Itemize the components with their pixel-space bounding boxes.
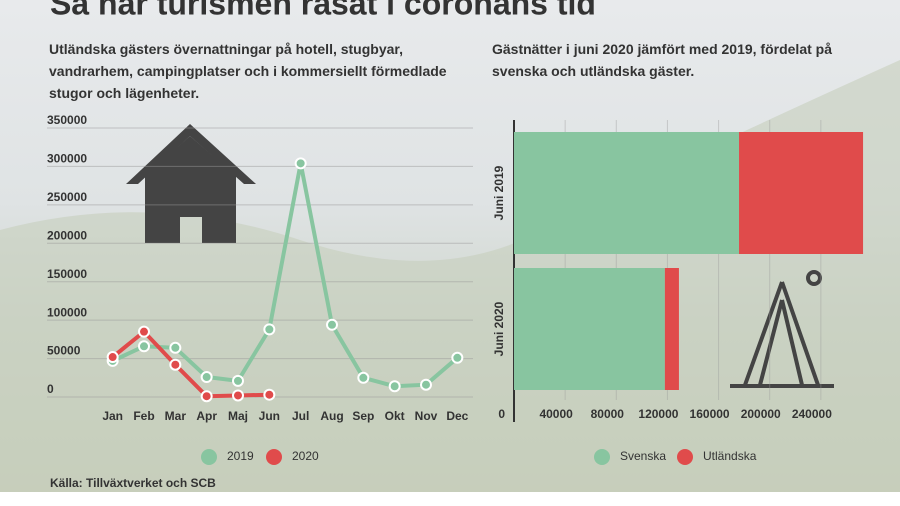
y-tick-label: 300000 [47, 152, 87, 166]
legend-label: 2020 [292, 449, 319, 463]
y-tick-label: 0 [47, 382, 54, 396]
point [200, 371, 213, 384]
legend-swatch [594, 449, 610, 465]
legend-label: 2019 [227, 449, 254, 463]
point [106, 351, 119, 364]
legend-label: Utländska [703, 449, 757, 463]
point [451, 351, 464, 364]
point [357, 371, 370, 384]
x-tick-label: 120000 [638, 407, 678, 421]
line-subtitle: Utländska gästers övernattningar på hote… [49, 41, 447, 101]
tent-icon [730, 270, 834, 388]
house-icon [126, 124, 256, 243]
x-tick-label: Nov [415, 409, 438, 423]
bar-segment [514, 268, 665, 390]
point [263, 323, 276, 336]
x-tick-label: Maj [228, 409, 248, 423]
hill [0, 60, 900, 492]
y-tick-label: Juni 2020 [492, 301, 506, 356]
legend-label: Svenska [620, 449, 666, 463]
point [138, 325, 150, 338]
source: Källa: Tillväxtverket och SCB [50, 476, 216, 490]
y-tick-label: 100000 [47, 305, 87, 319]
point [200, 390, 213, 403]
point [232, 374, 244, 387]
y-tick-label: 350000 [47, 113, 87, 127]
point [232, 389, 244, 402]
x-tick-label: 160000 [690, 407, 730, 421]
bar-subtitle: Gästnätter i juni 2020 jämfört med 2019,… [492, 41, 832, 79]
legend-swatch [266, 449, 282, 465]
y-tick-label: 50000 [47, 344, 81, 358]
point [420, 378, 432, 391]
x-tick-label: 240000 [792, 407, 832, 421]
x-tick-label: 80000 [591, 407, 625, 421]
point [263, 388, 276, 401]
point [294, 157, 307, 170]
x-tick-label: Jan [102, 409, 123, 423]
x-tick-label: Feb [133, 409, 154, 423]
y-tick-label: 250000 [47, 190, 87, 204]
x-tick-label: Jun [259, 409, 280, 423]
footer-band [0, 492, 900, 506]
x-tick-label: Sep [352, 409, 374, 423]
bar-segment [664, 268, 679, 390]
x-tick-label: 200000 [741, 407, 781, 421]
point [169, 341, 182, 354]
x-tick-label: Aug [320, 409, 343, 423]
point [388, 380, 401, 393]
point [138, 340, 150, 353]
x-tick-label: Okt [385, 409, 405, 423]
bar-segment [739, 132, 864, 254]
point [326, 318, 338, 331]
x-tick-label: Dec [446, 409, 468, 423]
y-tick-label: 150000 [47, 267, 87, 281]
y-tick-label: Juni 2019 [492, 165, 506, 220]
bar-segment [514, 132, 740, 254]
page-title: Så har turismen rasat i coronans tid [50, 0, 596, 21]
legend-swatch [201, 449, 217, 465]
legend-swatch [677, 449, 693, 465]
x-tick-label: Apr [196, 409, 217, 423]
x-tick-label: Mar [165, 409, 187, 423]
x-tick-label: 40000 [539, 407, 573, 421]
point [169, 358, 182, 371]
x-tick-label: Jul [292, 409, 309, 423]
x-tick-label: 0 [498, 407, 505, 421]
y-tick-label: 200000 [47, 228, 87, 242]
